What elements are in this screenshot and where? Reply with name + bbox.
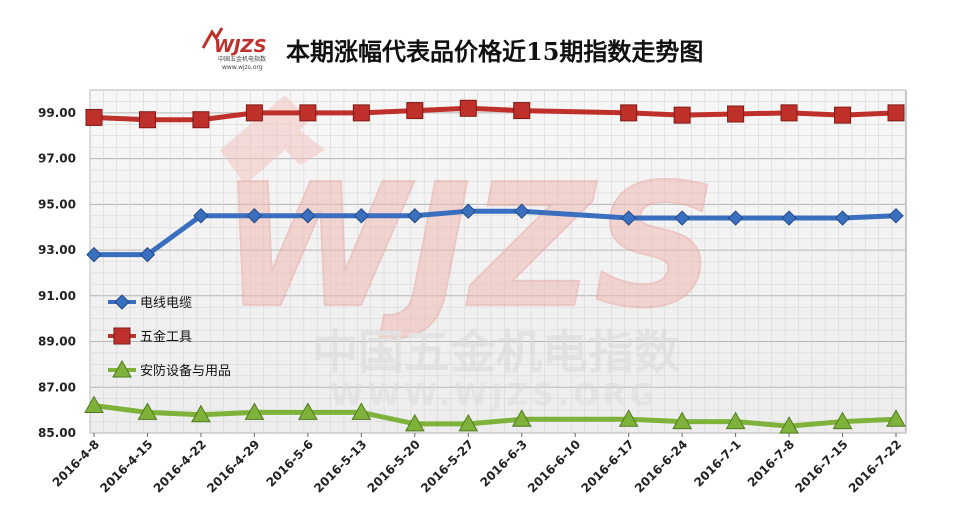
data-point-1 (620, 104, 638, 122)
data-point-0 (86, 246, 102, 263)
series-layer (84, 99, 906, 434)
data-point-1 (673, 106, 691, 124)
y-tick-label: 89.00 (38, 335, 76, 349)
data-point-2 (351, 402, 372, 420)
data-point-2 (191, 404, 211, 423)
data-point-2 (458, 413, 479, 432)
data-point-1 (406, 102, 424, 120)
logo-text: WJZS (214, 36, 267, 57)
data-point-0 (460, 203, 476, 219)
x-tick-label: 2016-5-6 (264, 437, 316, 489)
x-tick-label: 2016-5-20 (365, 437, 423, 495)
x-tick-label: 2016-4-8 (50, 437, 102, 489)
legend-label-2: 安防设备与用品 (140, 363, 231, 379)
watermark-text-url: WWW.WJZS.ORG (330, 378, 658, 413)
x-tick-label: 2016-7-22 (846, 437, 904, 495)
data-point-1 (780, 104, 798, 122)
data-point-1 (299, 104, 317, 122)
x-tick-label: 2016-7-8 (745, 437, 797, 489)
data-point-0 (193, 208, 209, 224)
data-point-0 (674, 210, 690, 226)
chart-title: 本期涨幅代表品价格近15期指数走势图 (286, 37, 703, 66)
data-point-0 (834, 210, 851, 226)
data-point-1 (352, 104, 370, 122)
data-point-1 (834, 106, 852, 124)
data-point-2 (84, 395, 104, 414)
y-tick-label: 91.00 (38, 289, 76, 303)
legend-marker-1 (113, 327, 131, 345)
y-tick-label: 93.00 (38, 243, 76, 257)
data-point-0 (139, 246, 156, 263)
x-tick-label: 2016-4-29 (204, 437, 262, 495)
data-point-0 (353, 208, 370, 224)
logo-subtitle-url: www.wjzs.org (222, 64, 263, 71)
data-point-0 (514, 203, 530, 219)
data-point-2 (886, 409, 906, 427)
legend-label-0: 电线电缆 (140, 295, 192, 311)
y-tick-label: 97.00 (38, 152, 76, 166)
data-point-2 (511, 409, 532, 427)
data-point-2 (137, 402, 158, 420)
x-tick-label: 2016-7-15 (792, 437, 850, 495)
data-point-1 (887, 104, 905, 122)
data-point-2 (779, 416, 799, 434)
data-point-1 (727, 105, 745, 123)
watermark-text-big: WJZS (220, 148, 716, 346)
y-tick-label: 99.00 (38, 106, 76, 120)
x-tick-label: 2016-5-27 (418, 437, 476, 495)
legend-label-1: 五金工具 (140, 329, 192, 345)
watermark-text-cn: 中国五金机电指数 (312, 325, 680, 379)
x-tick-label: 2016-4-15 (97, 437, 155, 495)
y-tick-label: 87.00 (38, 380, 76, 394)
data-point-1 (138, 111, 156, 129)
header-logo: WJZS 中国五金机电指数 www.wjzs.org (201, 27, 267, 71)
data-point-2 (832, 411, 853, 430)
x-tick-label: 2016-6-3 (477, 437, 529, 489)
data-point-1 (85, 108, 103, 126)
y-tick-label: 95.00 (38, 197, 76, 211)
data-point-0 (781, 210, 797, 226)
y-tick-label: 85.00 (38, 426, 76, 440)
data-point-1 (513, 102, 531, 120)
x-tick-label: 2016-6-17 (579, 437, 637, 495)
data-point-0 (300, 208, 316, 224)
logo-subtitle-cn: 中国五金机电指数 (218, 55, 266, 63)
logo-arrow-icon (201, 27, 224, 49)
watermark: WJZS 中国五金机电指数 WWW.WJZS.ORG (219, 95, 717, 413)
data-point-2 (244, 402, 265, 420)
x-tick-label: 2016-5-13 (311, 437, 369, 495)
data-point-0 (407, 208, 423, 224)
data-point-0 (620, 210, 637, 226)
legend-marker-2 (112, 359, 132, 378)
data-point-0 (246, 208, 263, 224)
x-tick-label: 2016-6-24 (632, 437, 690, 495)
data-point-2 (725, 411, 746, 430)
x-tick-label: 2016-6-10 (525, 437, 583, 495)
data-point-1 (192, 111, 210, 129)
data-point-1 (459, 99, 477, 117)
data-point-0 (888, 208, 904, 224)
y-axis: 85.00 87.00 89.00 91.00 93.00 95.00 97.00 99.00 (38, 106, 76, 440)
data-point-1 (245, 104, 263, 122)
watermark-arrow-icon (220, 95, 325, 185)
data-point-2 (618, 409, 639, 427)
x-tick-label: 2016-7-1 (691, 437, 743, 489)
data-point-2 (298, 402, 318, 420)
legend-marker-0 (114, 294, 130, 310)
data-point-2 (672, 411, 692, 430)
data-point-2 (404, 413, 425, 432)
x-tick-label: 2016-4-22 (151, 437, 209, 495)
data-point-0 (727, 210, 744, 226)
